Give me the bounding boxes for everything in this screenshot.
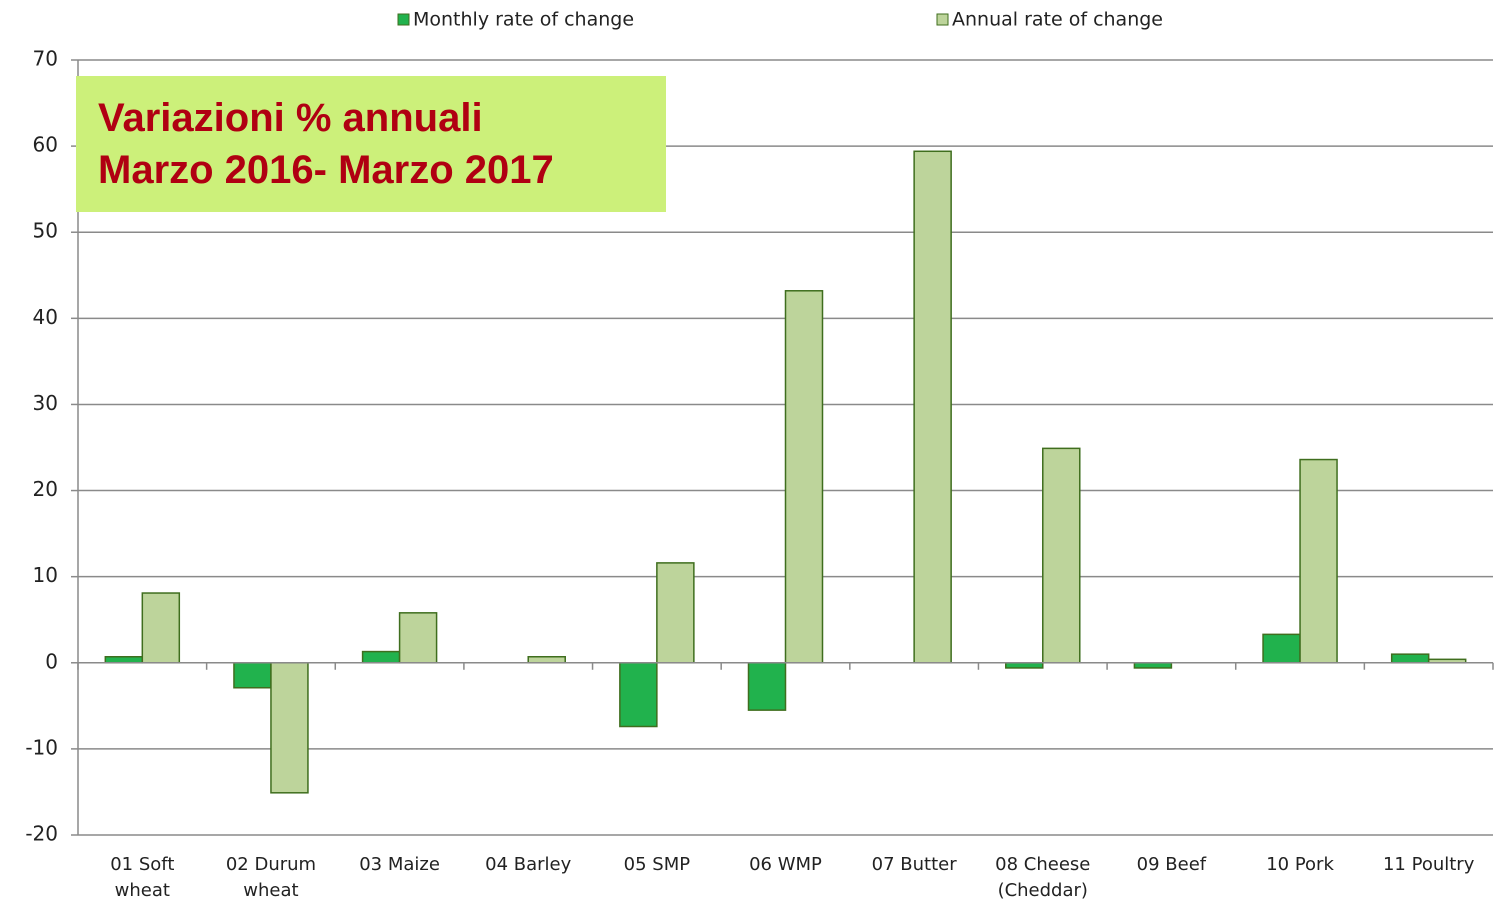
legend-label: Annual rate of change: [952, 9, 1163, 31]
x-tick-label: 01 Soft wheat: [110, 854, 175, 901]
y-tick-label: 50: [33, 219, 58, 243]
x-tick-label: 08 Cheese (Cheddar): [995, 854, 1091, 901]
bar: [527, 656, 566, 664]
y-tick-label: 0: [45, 649, 58, 673]
bar: [270, 662, 309, 794]
y-tick-label: 20: [33, 477, 58, 501]
chart-subtitle: Marzo 2016- Marzo 2017: [98, 148, 554, 192]
bar: [784, 290, 824, 664]
bar: [361, 650, 401, 664]
bar: [398, 612, 438, 664]
bar: [656, 562, 695, 664]
bar: [1262, 633, 1301, 664]
bar: [1390, 653, 1430, 664]
legend-swatch: [936, 13, 949, 26]
x-tick-label: 04 Barley: [485, 854, 572, 875]
legend-swatch: [397, 13, 410, 26]
x-tick-label: 02 Durum wheat: [225, 854, 317, 901]
x-tick-label: 10 Pork: [1266, 854, 1334, 875]
bar: [104, 656, 144, 664]
title-box: Variazioni % annuali Marzo 2016- Marzo 2…: [76, 76, 666, 212]
legend-label: Monthly rate of change: [413, 9, 634, 31]
y-tick-label: 30: [33, 391, 58, 415]
x-tick-label: 07 Butter: [871, 854, 957, 875]
x-tick-label: 03 Maize: [359, 854, 440, 875]
bar: [141, 592, 181, 664]
x-tick-label: 11 Poultry: [1382, 854, 1475, 875]
bar: [747, 662, 787, 711]
y-tick-label: 70: [33, 47, 58, 71]
y-tick-label: -10: [25, 735, 58, 759]
y-tick-label: -20: [25, 822, 58, 846]
chart-title: Variazioni % annuali: [98, 96, 483, 140]
bar: [619, 662, 658, 728]
y-tick-label: 60: [33, 133, 58, 157]
x-tick-label: 09 Beef: [1136, 854, 1207, 875]
y-tick-label: 40: [33, 305, 58, 329]
bar: [1042, 447, 1081, 664]
x-tick-label: 06 WMP: [749, 854, 822, 875]
bar: [1133, 662, 1173, 669]
bar: [913, 150, 952, 664]
y-tick-label: 10: [33, 563, 58, 587]
bar: [233, 662, 272, 689]
bar: [1299, 458, 1338, 664]
bar: [1005, 662, 1044, 669]
x-tick-label: 05 SMP: [623, 854, 691, 875]
